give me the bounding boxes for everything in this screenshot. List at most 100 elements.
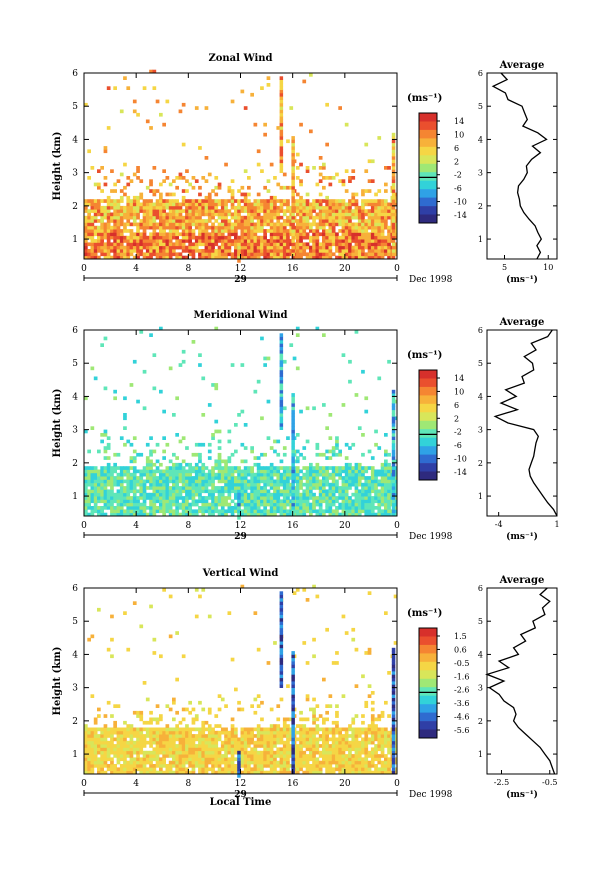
heatmap-streak <box>391 152 396 157</box>
heatmap-cell <box>273 512 277 517</box>
heatmap-cell <box>282 202 287 207</box>
heatmap-cell <box>374 476 378 480</box>
heatmap-cell <box>207 255 212 260</box>
heatmap-cell <box>253 757 258 762</box>
heatmap-cell <box>198 737 202 742</box>
heatmap-cell <box>315 472 320 477</box>
heatmap-cell <box>149 604 153 609</box>
heatmap-cell <box>309 512 313 517</box>
average-y-tick-label: 1 <box>478 492 483 501</box>
heatmap-cell <box>348 239 352 243</box>
heatmap-cell <box>113 229 117 233</box>
heatmap-cell <box>87 176 91 180</box>
heatmap-cell <box>100 747 104 752</box>
heatmap-cell <box>211 502 215 507</box>
heatmap-cell <box>318 760 323 765</box>
heatmap-cell <box>93 744 98 748</box>
heatmap-cell <box>90 242 95 247</box>
heatmap-cell <box>142 199 147 203</box>
heatmap-cell <box>90 767 95 772</box>
heatmap-cell <box>185 469 189 474</box>
heatmap-streak <box>279 346 284 351</box>
heatmap-cell <box>387 502 391 507</box>
heatmap-cell <box>198 509 202 514</box>
heatmap-cell <box>152 509 157 514</box>
heatmap-cell <box>361 192 365 197</box>
heatmap-cell <box>172 496 176 500</box>
heatmap-cell <box>100 734 104 738</box>
heatmap-cell <box>145 757 150 762</box>
heatmap-cell <box>181 142 186 147</box>
heatmap-cell <box>348 486 352 490</box>
average-y-tick-label: 4 <box>478 392 483 401</box>
colorbar-unit: (ms⁻¹) <box>407 93 442 104</box>
heatmap-cell <box>312 166 316 170</box>
heatmap-cell <box>357 215 362 220</box>
heatmap-cell <box>302 476 307 480</box>
heatmap-cell <box>149 770 153 775</box>
heatmap-cell <box>361 452 365 457</box>
heatmap-cell <box>338 209 342 213</box>
heatmap-streak <box>391 159 396 164</box>
heatmap-cell <box>361 252 365 257</box>
heatmap-cell <box>325 229 329 233</box>
heatmap-cell <box>305 242 310 247</box>
heatmap-cell <box>149 744 153 748</box>
heatmap-cell <box>341 199 346 203</box>
heatmap-cell <box>325 199 329 203</box>
heatmap-streak <box>391 482 396 487</box>
heatmap-cell <box>318 255 323 260</box>
heatmap-cell <box>260 225 264 230</box>
heatmap-cell <box>227 502 232 507</box>
heatmap-streak <box>291 162 295 167</box>
heatmap-cell <box>325 744 329 748</box>
heatmap-cell <box>132 436 137 440</box>
heatmap-cell <box>214 750 219 755</box>
heatmap-cell <box>240 249 245 253</box>
heatmap-cell <box>331 734 336 738</box>
heatmap-cell <box>341 479 346 484</box>
heatmap-cell <box>322 333 326 337</box>
heatmap-cell <box>84 239 88 243</box>
heatmap-cell <box>380 476 385 480</box>
colorbar-swatch <box>419 197 437 207</box>
heatmap-cell <box>348 242 352 247</box>
heatmap-cell <box>181 176 186 180</box>
heatmap-cell <box>387 209 391 213</box>
heatmap-cell <box>136 744 140 748</box>
heatmap-cell <box>149 126 153 130</box>
heatmap-cell <box>106 235 111 240</box>
heatmap-streak <box>391 189 396 193</box>
heatmap-cell <box>227 747 232 752</box>
heatmap-cell <box>393 502 398 507</box>
heatmap-cell <box>282 232 287 237</box>
heatmap-cell <box>116 476 121 480</box>
heatmap-cell <box>302 219 307 223</box>
heatmap-cell <box>207 225 212 230</box>
heatmap-cell <box>312 205 316 210</box>
heatmap-cell <box>312 469 316 474</box>
heatmap-cell <box>250 212 254 217</box>
heatmap-cell <box>217 209 222 213</box>
average-y-tick-label: 6 <box>478 69 483 78</box>
heatmap-cell <box>175 757 179 762</box>
heatmap-streak <box>291 182 295 187</box>
heatmap-cell <box>207 489 212 494</box>
heatmap-cell <box>312 757 316 762</box>
heatmap-cell <box>253 242 258 247</box>
heatmap-cell <box>240 363 245 367</box>
heatmap-cell <box>263 212 267 217</box>
heatmap-cell <box>132 472 137 477</box>
heatmap-cell <box>380 232 385 237</box>
heatmap-streak <box>391 232 396 237</box>
heatmap-cell <box>266 744 271 748</box>
heatmap-cell <box>185 737 189 742</box>
heatmap-cell <box>110 770 114 775</box>
heatmap-cell <box>220 252 225 257</box>
heatmap-cell <box>162 215 166 220</box>
heatmap-cell <box>123 737 127 742</box>
heatmap-cell <box>325 252 329 257</box>
heatmap-cell <box>93 472 98 477</box>
heatmap-cell <box>367 479 372 484</box>
heatmap-cell <box>119 479 124 484</box>
